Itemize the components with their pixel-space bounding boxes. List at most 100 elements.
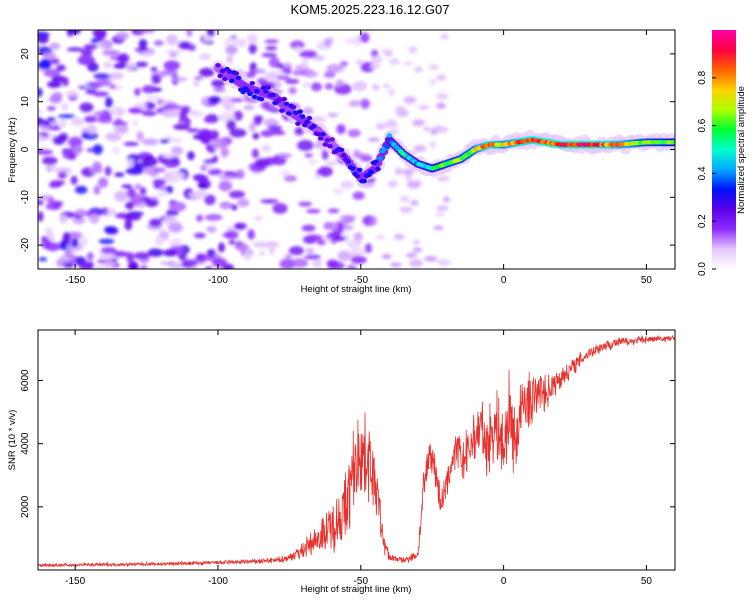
spectrogram-noise-cell: [74, 209, 88, 217]
spectrogram-noise-cell: [200, 165, 207, 171]
spectrogram-noise-cell: [168, 222, 183, 233]
spectrogram-noise-cell: [146, 95, 162, 101]
spectrogram-noise-cell: [326, 259, 339, 268]
spectrogram-x-label: Height of straight line (km): [301, 284, 412, 295]
spectrogram-noise-cell: [186, 30, 193, 37]
spectrogram-noise-cell: [93, 185, 101, 195]
spectrogram-noise-cell: [436, 205, 449, 211]
spectrogram-noise-cell: [251, 148, 260, 159]
spectrogram-noise-cell: [207, 96, 222, 104]
spectrogram-noise-cell: [152, 178, 166, 186]
spectrogram-noise-cell: [98, 238, 115, 245]
spectrogram-noise-cell: [435, 211, 445, 217]
spectrogram-noise-cell: [389, 262, 402, 267]
spectrogram-noise-cell: [134, 102, 148, 109]
spectrogram-noise-cell: [168, 201, 187, 212]
spectrogram-noise-cell: [346, 239, 362, 249]
spectrogram-noise-cell: [124, 219, 133, 231]
spectrogram-noise-cell: [92, 144, 103, 155]
spectrogram-noise-cell: [117, 108, 125, 117]
spectrogram-noise-cell: [134, 183, 142, 190]
spectrogram-noise-cell: [141, 85, 157, 94]
spectrogram-ridge-core: [215, 63, 221, 68]
spectrogram-noise-cell: [393, 233, 405, 241]
spectrogram-noise-cell: [296, 140, 314, 151]
spectrogram-noise-cell: [375, 122, 386, 130]
spectrogram-noise-cell: [213, 137, 229, 149]
spectrogram-noise-cell: [38, 199, 44, 206]
spectrogram-noise-cell: [243, 249, 252, 261]
spectrogram-noise-cell: [267, 125, 283, 131]
spectrogram-noise-cell: [143, 165, 160, 176]
snr-x-tick-label: -50: [354, 576, 369, 587]
spectrogram-noise-cell: [92, 30, 107, 37]
spectrogram-noise-cell: [340, 61, 348, 67]
spectrogram-noise-cell: [58, 132, 69, 142]
spectrogram-ridge-core: [260, 85, 267, 90]
spectrogram-noise-cell: [59, 117, 67, 128]
spectrogram-x-ticks: -150 -100 -50 0 50: [65, 30, 652, 286]
spectrogram-noise-cell: [405, 252, 417, 258]
spectrogram-noise-cell: [70, 117, 85, 126]
spectrogram-noise-cell: [166, 34, 179, 46]
spectrogram-heatmap: [38, 30, 675, 269]
spectrogram-ridge-core: [340, 153, 347, 158]
spectrogram-noise-cell: [38, 134, 46, 143]
spectrogram-noise-cell: [86, 147, 94, 153]
snr-x-label: Height of straight line (km): [301, 584, 412, 595]
snr-panel: -150 -100 -50 0 50 2000 4000 6000 Height of st…: [7, 329, 676, 595]
spectrogram-noise-cell: [102, 49, 120, 56]
spectrogram-noise-cell: [352, 191, 365, 200]
spectrogram-noise-cell: [184, 117, 191, 127]
spectrogram-ridge-core: [311, 123, 317, 129]
spectrogram-ridge-core: [235, 75, 242, 81]
spectrogram-noise-cell: [443, 196, 450, 203]
spectrogram-noise-cell: [90, 215, 98, 224]
spectrogram-noise-cell: [55, 64, 66, 72]
colorbar-tick-label: 0.4: [697, 166, 708, 180]
spectrogram-noise-cell: [134, 47, 150, 52]
spectrogram-noise-cell: [284, 253, 293, 259]
spectrogram-noise-cell: [126, 62, 135, 72]
spectrogram-noise-cell: [152, 87, 162, 92]
spectrogram-ridge-core: [258, 96, 265, 102]
spectrogram-noise-cell: [60, 103, 70, 111]
spectrogram-noise-cell: [38, 108, 43, 115]
spectrogram-noise-cell: [435, 92, 449, 101]
spectrogram-ridge-core: [349, 166, 356, 171]
spectrogram-noise-cell: [77, 54, 95, 66]
spectrogram-noise-cell: [96, 42, 111, 48]
spectrogram-noise-cell: [219, 201, 233, 210]
spectrogram-noise-cell: [327, 112, 339, 118]
spectrogram-noise-cell: [86, 124, 98, 135]
spectrogram-noise-cell: [337, 221, 344, 233]
spectrogram-noise-cell: [246, 33, 258, 45]
spectrogram-noise-cell: [417, 104, 430, 111]
spectrogram-noise-cell: [49, 58, 60, 65]
spectrogram-noise-cell: [337, 250, 352, 262]
spectrogram-noise-cell: [436, 259, 451, 266]
spectrogram-noise-cell: [125, 201, 135, 210]
spectrogram-noise-cell: [170, 137, 184, 143]
spectrogram-noise-cell: [299, 50, 318, 59]
spectrogram-noise-cell: [264, 39, 279, 44]
spectrogram-noise-cell: [294, 46, 302, 53]
spectrogram-noise-cell: [113, 63, 127, 69]
spectrogram-ridge-core: [306, 115, 313, 121]
spectrogram-noise-cell: [68, 151, 76, 160]
snr-y-tick-label: 4000: [20, 432, 31, 455]
spectrogram-noise-cell: [38, 87, 43, 98]
spectrogram-noise-cell: [413, 144, 427, 153]
spectrogram-noise-cell: [355, 153, 371, 159]
spectrogram-ridge-core: [265, 85, 272, 90]
spectrogram-noise-cell: [159, 261, 173, 266]
snr-x-tick-label: 50: [641, 576, 653, 587]
spectrogram-noise-cell: [237, 38, 247, 48]
snr-series-line: [38, 334, 675, 568]
snr-y-tick-label: 2000: [20, 495, 31, 518]
spectrogram-noise-cell: [141, 138, 159, 146]
spectrogram-noise-cell: [150, 66, 158, 72]
spectrogram-noise-cell: [112, 146, 120, 155]
spectrogram-noise-cell: [83, 115, 97, 123]
spectrogram-noise-cell: [46, 166, 54, 172]
